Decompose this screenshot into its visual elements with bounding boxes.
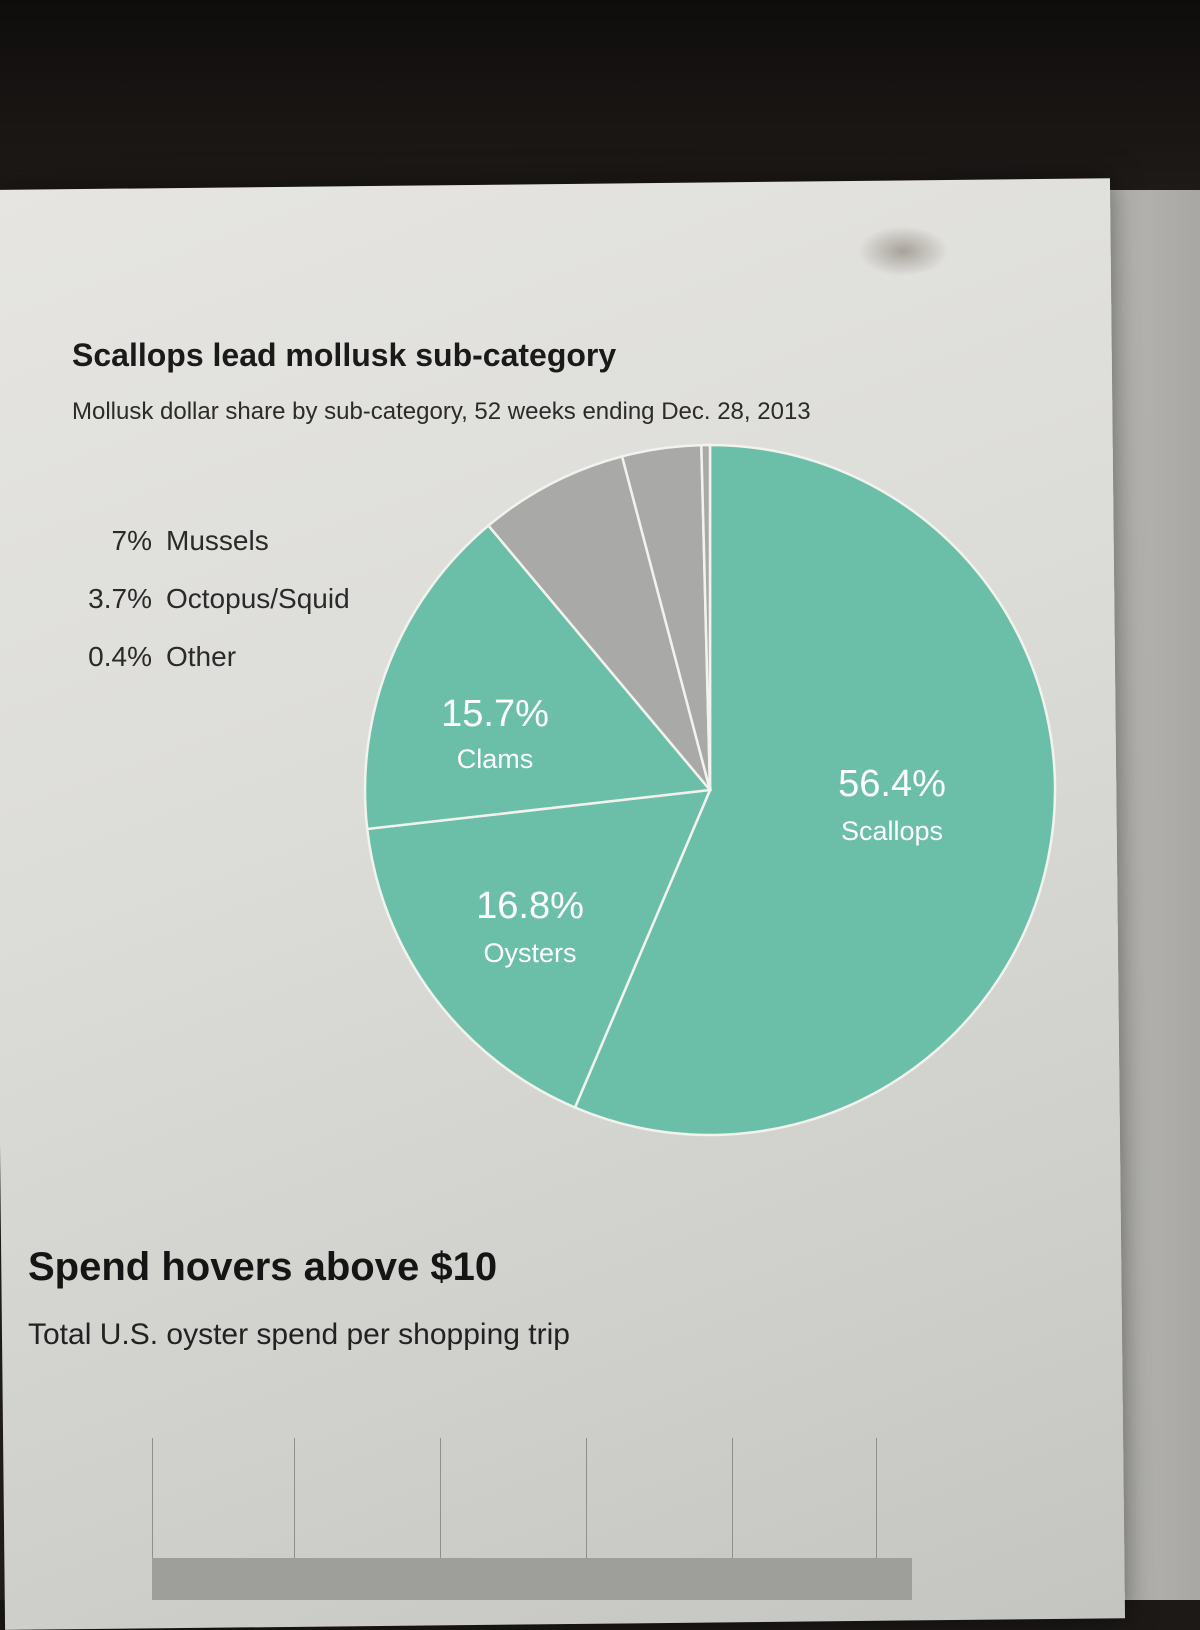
- section-title: Spend hovers above $10: [28, 1245, 498, 1289]
- legend-value: 7%: [111, 525, 152, 556]
- chart-gridline: [876, 1438, 877, 1600]
- chart-gridline: [732, 1438, 733, 1600]
- section-subtitle: Total U.S. oyster spend per shopping tri…: [28, 1318, 570, 1351]
- legend-label: Octopus/Squid: [166, 583, 350, 614]
- legend-value: 0.4%: [88, 641, 152, 672]
- chart-gridline: [294, 1438, 295, 1600]
- chart-gridline: [152, 1438, 153, 1600]
- legend-item-other: 0.4% Other: [70, 628, 410, 686]
- slice-label-clams: Clams: [457, 744, 534, 774]
- chart-legend: 7% Mussels 3.7% Octopus/Squid 0.4% Other: [70, 512, 410, 686]
- slice-value-oysters: 16.8%: [476, 885, 584, 927]
- legend-item-mussels: 7% Mussels: [70, 512, 410, 570]
- chart-subtitle: Mollusk dollar share by sub-category, 52…: [72, 398, 811, 425]
- pie-slice-scallops: [573, 443, 1057, 1137]
- pie-slice-clams: [363, 523, 713, 831]
- slice-value-scallops: 56.4%: [838, 763, 946, 805]
- page-smudge: [858, 226, 948, 276]
- legend-label: Other: [166, 641, 237, 672]
- slice-label-oysters: Oysters: [483, 938, 576, 968]
- chart-gridline: [586, 1438, 587, 1600]
- legend-value: 3.7%: [88, 583, 152, 614]
- legend-item-octopus-squid: 3.7% Octopus/Squid: [70, 570, 410, 628]
- legend-label: Mussels: [166, 525, 269, 556]
- pie-slice-mussels: [486, 454, 712, 791]
- slice-label-scallops: Scallops: [841, 816, 943, 846]
- chart-title: Scallops lead mollusk sub-category: [72, 337, 617, 373]
- pie-slice-oysters: [365, 788, 712, 1110]
- slice-value-clams: 15.7%: [441, 693, 549, 735]
- chart-bar: [152, 1558, 912, 1600]
- chart-gridline: [440, 1438, 441, 1600]
- pie-slice-other: [700, 443, 712, 791]
